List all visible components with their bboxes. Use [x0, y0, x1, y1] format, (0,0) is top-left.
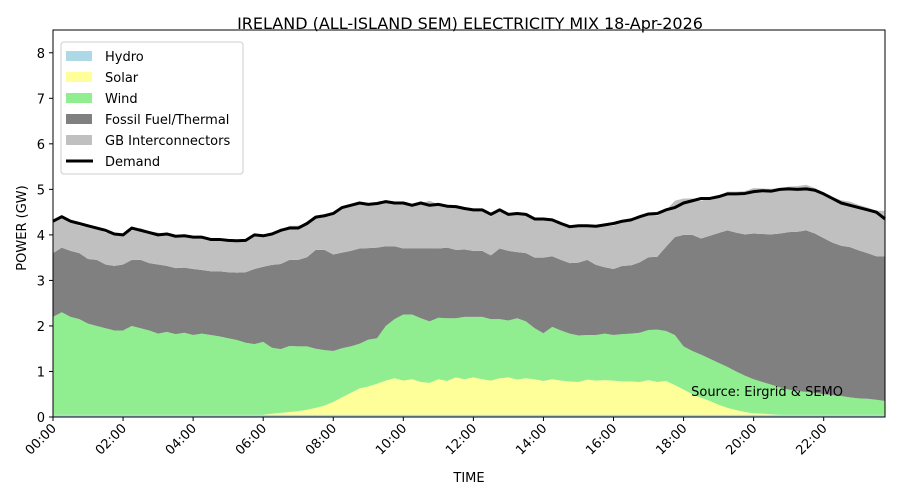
- y-tick-label: 0: [37, 411, 45, 426]
- legend-label-fossil-fuel-thermal: Fossil Fuel/Thermal: [105, 113, 229, 128]
- legend-swatch-fossil-fuel-thermal: [66, 114, 92, 124]
- legend-swatch-hydro: [66, 51, 92, 61]
- legend-swatch-gb-interconnectors: [66, 135, 92, 145]
- legend-swatch-solar: [66, 72, 92, 82]
- demand-line-layer: [52, 187, 886, 243]
- y-axis: 0 1 2 3 4 5 6 7 8: [37, 47, 53, 426]
- y-tick-label: 4: [37, 229, 45, 244]
- y-tick-label: 5: [37, 183, 45, 198]
- legend: Hydro Solar Wind Fossil Fuel/Thermal GB Inte…: [60, 41, 244, 175]
- legend-label-demand: Demand: [105, 155, 160, 170]
- y-tick-label: 2: [37, 320, 45, 335]
- legend-box: [60, 41, 244, 175]
- area-hydro: [53, 414, 885, 417]
- line-demand: [52, 187, 886, 243]
- legend-swatch-wind: [66, 93, 92, 103]
- y-tick-label: 1: [37, 365, 45, 380]
- y-axis-label: POWER (GW): [15, 185, 30, 270]
- legend-label-hydro: Hydro: [105, 50, 144, 65]
- legend-label-solar: Solar: [105, 71, 139, 86]
- chart-title: IRELAND (ALL-ISLAND SEM) ELECTRICITY MIX…: [237, 14, 703, 33]
- x-axis-label: TIME: [452, 471, 484, 486]
- y-tick-label: 7: [37, 92, 45, 107]
- y-tick-label: 3: [37, 274, 45, 289]
- plot-frame: [52, 29, 886, 418]
- area-wind: [53, 312, 885, 415]
- legend-label-wind: Wind: [105, 92, 138, 107]
- legend-label-gb-interconnectors: GB Interconnectors: [105, 134, 230, 149]
- y-tick-label: 6: [37, 138, 45, 153]
- area-solar: [53, 377, 885, 415]
- y-tick-label: 8: [37, 47, 45, 62]
- source-annotation: Source: Eirgrid & SEMO: [691, 385, 843, 400]
- area-fossil-fuel-thermal: [53, 230, 885, 402]
